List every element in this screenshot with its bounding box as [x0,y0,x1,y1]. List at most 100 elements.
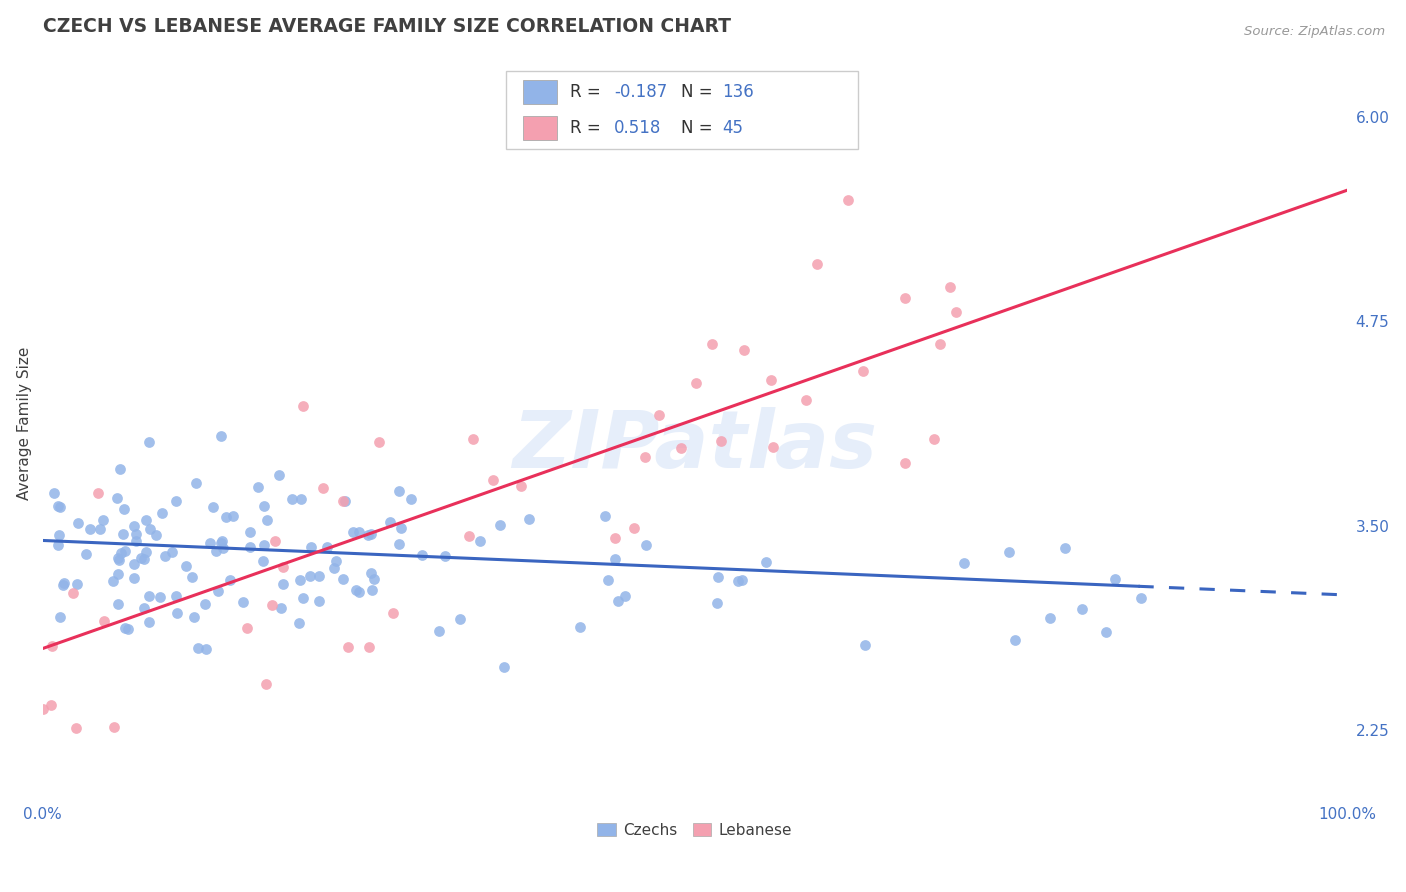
Text: CZECH VS LEBANESE AVERAGE FAMILY SIZE CORRELATION CHART: CZECH VS LEBANESE AVERAGE FAMILY SIZE CO… [42,17,731,36]
Text: -0.187: -0.187 [614,83,668,102]
Point [114,621,136,635]
Point [48,528,70,542]
Y-axis label: Average Family Size: Average Family Size [17,347,32,500]
Point [593,508,616,523]
Point [308,568,330,582]
Point [91,513,114,527]
Point [342,525,364,540]
Point [336,640,359,655]
Point [215,510,238,524]
Point [200,536,222,550]
Point [122,572,145,586]
Point [135,513,157,527]
Point [135,545,157,559]
Point [201,500,224,514]
Point [596,573,619,587]
Point [211,533,233,548]
Point [125,527,148,541]
Point [357,528,380,542]
Point [65,721,87,735]
Point [344,582,367,597]
Point [194,597,217,611]
Point [363,572,385,586]
Point [67,516,90,530]
Point [852,364,875,378]
Point [139,522,162,536]
Point [42,486,65,500]
Point [613,589,636,603]
Point [138,615,160,629]
Point [312,481,335,495]
Point [219,574,242,588]
Point [1094,624,1116,639]
Point [806,257,828,271]
Point [685,376,707,390]
Point [837,193,859,207]
Point [623,521,645,535]
Point [49,500,72,514]
Point [39,698,62,712]
Point [323,561,346,575]
Point [388,537,411,551]
Point [603,532,626,546]
Point [166,494,188,508]
Point [359,640,381,655]
Point [361,582,384,597]
Point [107,597,129,611]
Point [138,434,160,449]
Point [52,575,75,590]
Point [205,543,228,558]
Point [122,519,145,533]
Point [256,513,278,527]
Point [46,499,69,513]
Point [184,475,207,490]
Point [149,590,172,604]
Point [603,552,626,566]
Point [411,549,433,563]
Point [853,639,876,653]
Point [510,479,533,493]
Point [183,610,205,624]
Point [239,540,262,554]
Point [347,525,370,540]
Point [194,642,217,657]
Point [166,606,188,620]
Point [239,525,262,540]
Point [117,623,139,637]
Point [700,337,723,351]
Point [253,500,276,514]
Point [998,544,1021,558]
Point [271,577,294,591]
Point [308,594,330,608]
Point [389,521,412,535]
Point [155,549,177,564]
Point [112,501,135,516]
Point [449,613,471,627]
Point [794,393,817,408]
Point [1004,633,1026,648]
Text: N =: N = [681,83,717,102]
Point [273,560,295,574]
Point [209,429,232,443]
Point [49,610,72,624]
Point [290,492,312,507]
Point [291,399,314,413]
Point [111,527,134,541]
Point [62,586,84,600]
Text: 0.518: 0.518 [614,120,661,137]
Point [89,522,111,536]
Point [165,589,187,603]
Point [316,540,339,554]
Point [75,547,97,561]
Point [730,573,752,587]
Point [79,522,101,536]
Point [114,544,136,558]
Point [287,615,309,630]
Point [634,538,657,552]
Point [953,556,976,570]
Point [349,585,371,599]
Point [125,533,148,548]
Point [759,374,782,388]
Point [706,596,728,610]
Point [368,435,391,450]
